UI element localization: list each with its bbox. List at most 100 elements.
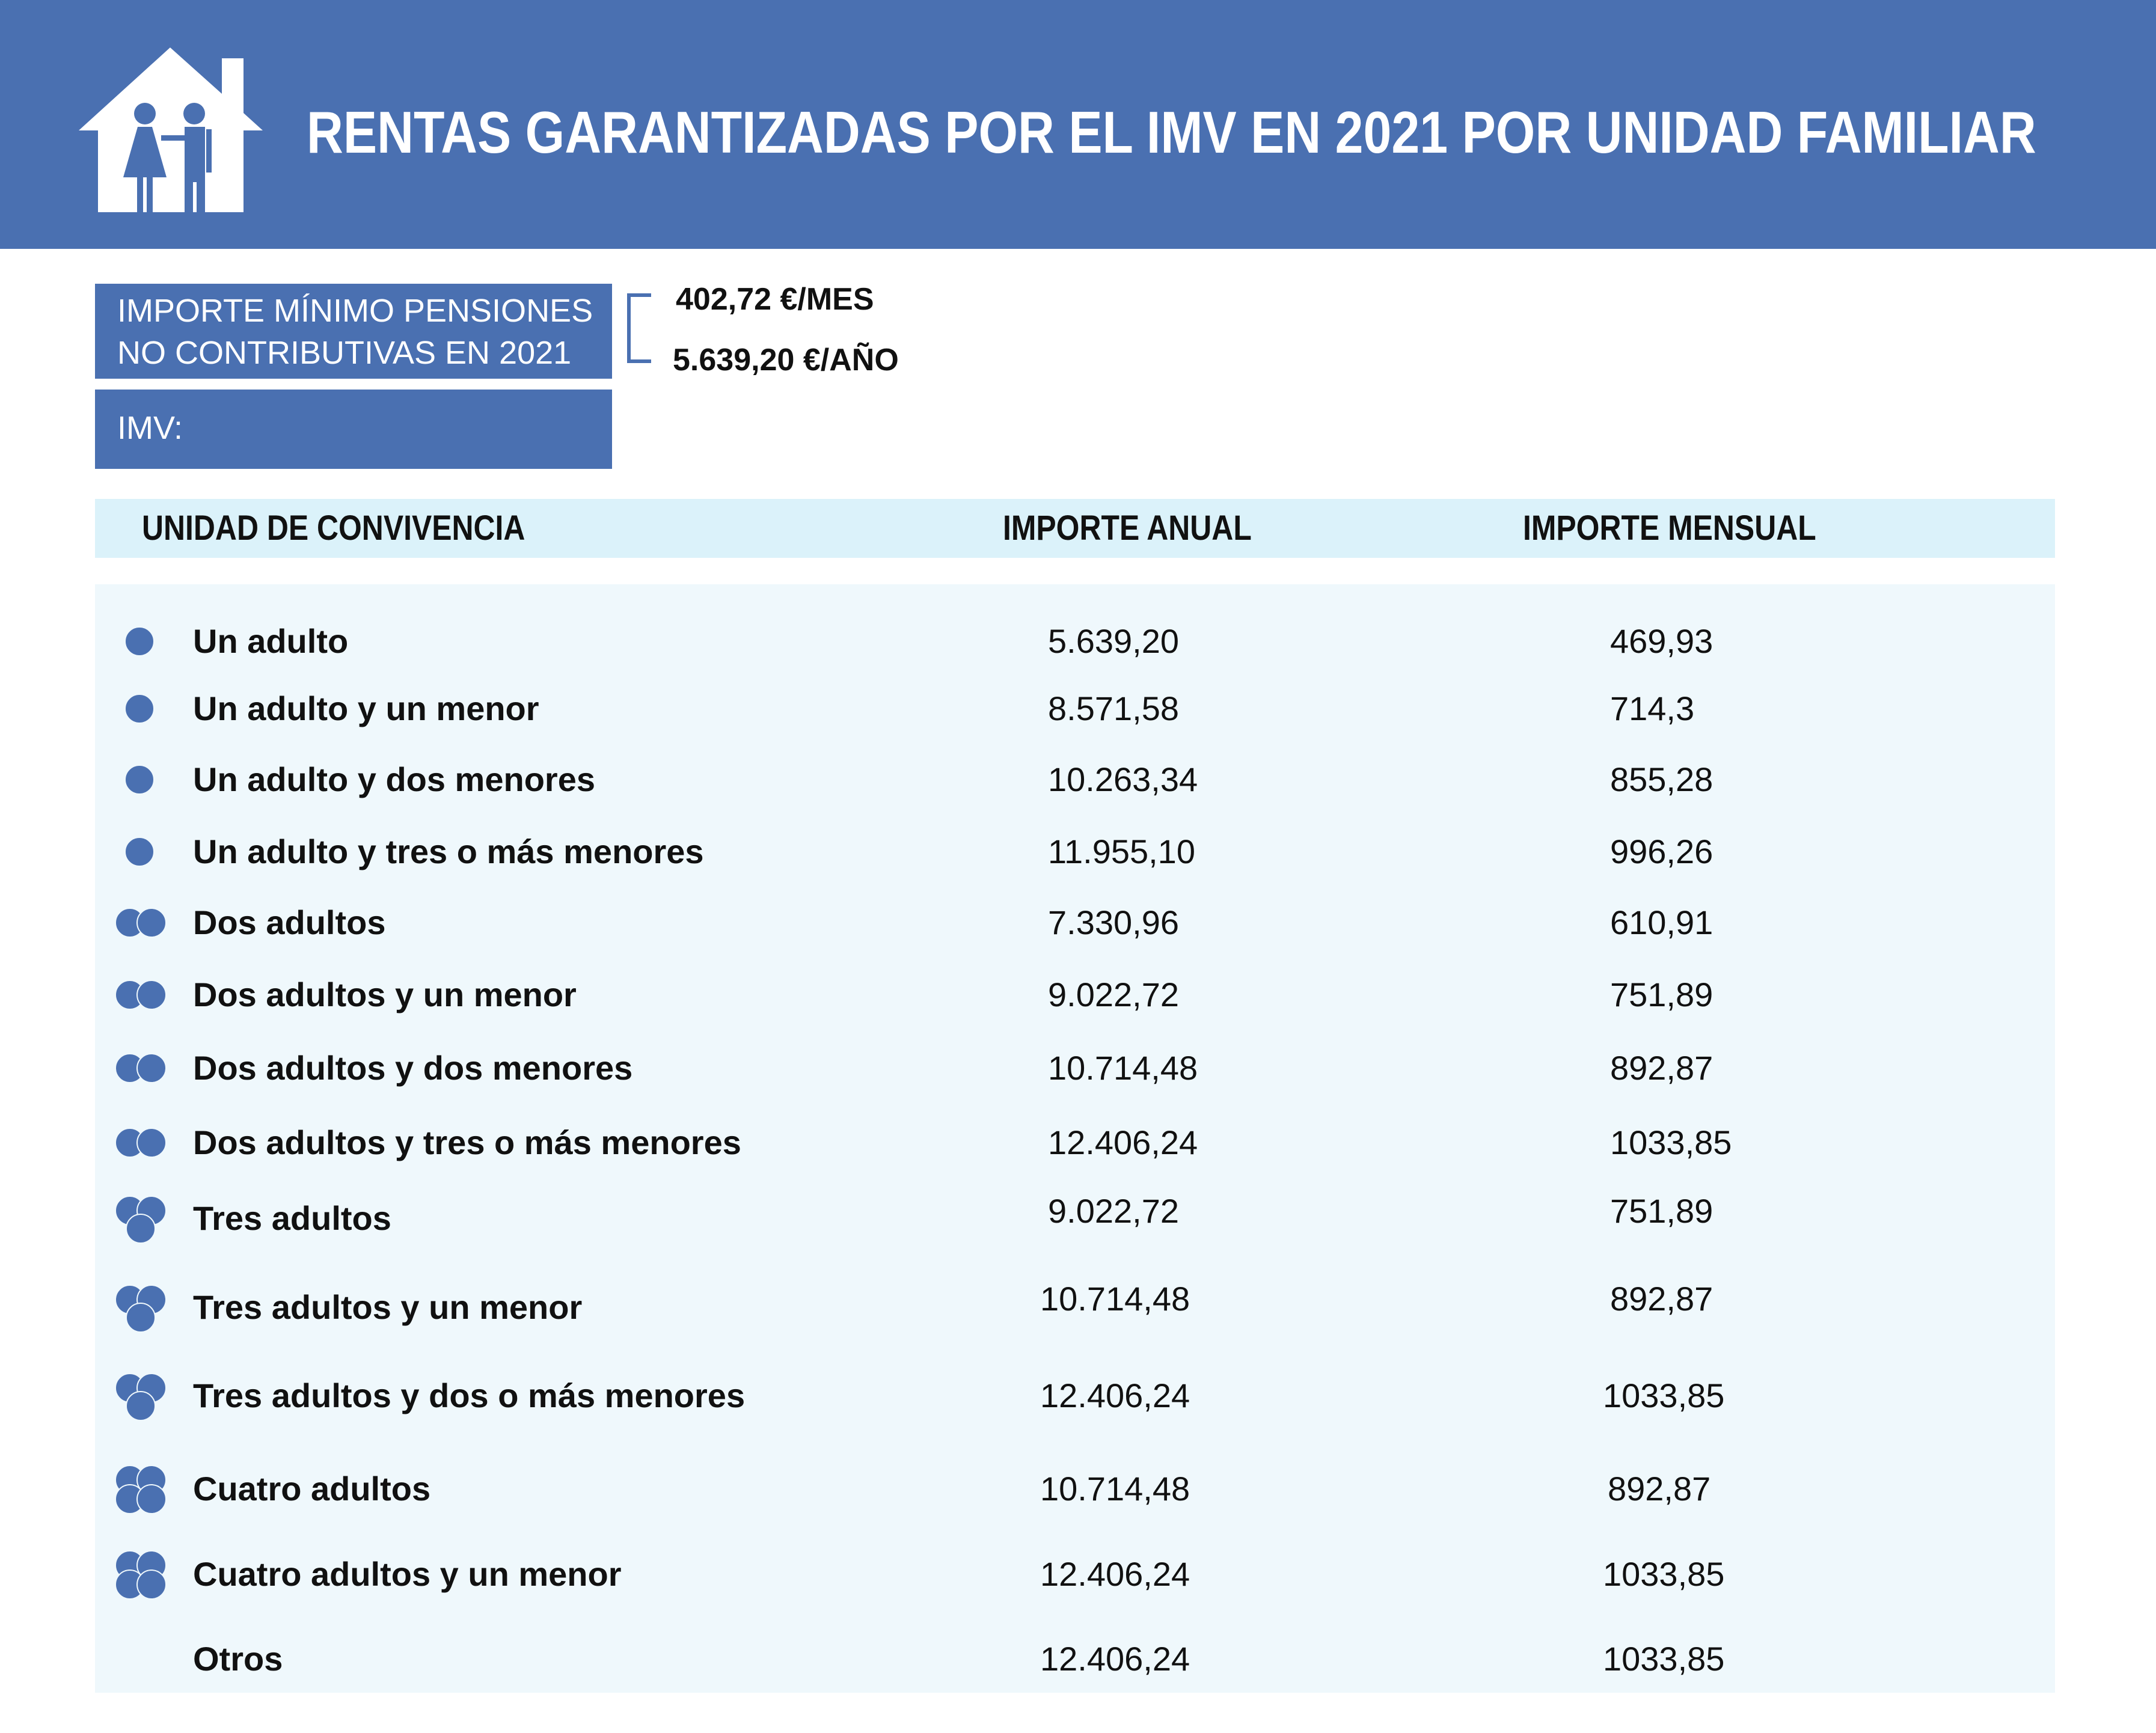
row-label: Otros [193,1640,283,1678]
row-annual: 9.022,72 [1048,1192,1179,1230]
header-unit: UNIDAD DE CONVIVENCIA [142,509,525,548]
table-body: Un adulto 5.639,20 469,93 Un adulto y un… [95,584,2055,1693]
table-row: Dos adultos 7.330,96 610,91 [95,896,2055,950]
row-label: Cuatro adultos [193,1470,431,1508]
adult-dot [126,1391,156,1421]
adult-dots-icon [114,753,174,807]
row-monthly: 1033,85 [1610,1123,1732,1161]
adult-dots-icon [114,968,174,1022]
row-annual: 12.406,24 [1040,1377,1190,1414]
adult-dot [124,694,155,724]
adult-dots-icon [114,1632,174,1686]
row-label: Un adulto y tres o más menores [193,833,704,870]
adult-dot [136,1053,167,1083]
adult-dot [126,1303,156,1333]
adult-dots-icon [114,1369,174,1423]
table-row: Cuatro adultos y un menor 12.406,24 1033… [95,1547,2055,1601]
row-monthly: 1033,85 [1603,1555,1725,1593]
table-row: Dos adultos y dos menores 10.714,48 892,… [95,1041,2055,1095]
adult-dots-svg [124,694,155,724]
adult-dot [124,837,155,867]
row-annual: 8.571,58 [1048,689,1179,727]
row-label: Un adulto [193,622,349,660]
row-monthly: 892,87 [1610,1280,1713,1318]
adult-dot [124,765,155,795]
adult-dot [136,908,167,938]
row-monthly: 892,87 [1610,1049,1713,1087]
adult-dots-icon [114,1041,174,1095]
table-row: Dos adultos y tres o más menores 12.406,… [95,1116,2055,1170]
row-label: Un adulto y dos menores [193,760,595,798]
row-monthly: 610,91 [1610,903,1713,941]
row-label: Tres adultos y un menor [193,1288,583,1326]
adult-dot [136,1569,167,1600]
page-title: RENTAS GARANTIZADAS POR EL IMV EN 2021 P… [307,99,2036,165]
row-monthly: 469,93 [1610,622,1713,660]
table-row: Tres adultos y dos o más menores 12.406,… [95,1369,2055,1423]
pension-label-box: IMPORTE MÍNIMO PENSIONES NO CONTRIBUTIVA… [95,284,612,379]
adult-dots-svg [115,1285,167,1333]
header-monthly: IMPORTE MENSUAL [1523,509,1816,548]
row-annual: 9.022,72 [1048,976,1179,1013]
row-label: Tres adultos [193,1199,391,1237]
row-annual: 12.406,24 [1040,1555,1190,1593]
row-annual: 10.714,48 [1040,1470,1190,1508]
table-row: Dos adultos y un menor 9.022,72 751,89 [95,968,2055,1022]
adult-dot [136,980,167,1010]
table-row: Otros 12.406,24 1033,85 [95,1632,2055,1686]
adult-dots-svg [115,1196,167,1244]
row-monthly: 751,89 [1610,1192,1713,1230]
row-annual: 10.714,48 [1040,1280,1190,1318]
row-annual: 12.406,24 [1048,1123,1198,1161]
pension-label-line2: NO CONTRIBUTIVAS EN 2021 [117,335,572,371]
row-label: Un adulto y un menor [193,689,539,727]
row-annual: 11.955,10 [1048,833,1195,870]
adult-dots-icon [114,614,174,668]
adult-dot [124,626,155,656]
row-label: Dos adultos y un menor [193,976,577,1013]
table-row: Tres adultos y un menor 10.714,48 892,87 [95,1280,2055,1334]
adult-dots-svg [124,765,155,795]
header-annual: IMPORTE ANUAL [1003,509,1252,548]
table-row: Un adulto 5.639,20 469,93 [95,614,2055,668]
adult-dot [136,1484,167,1514]
row-annual: 7.330,96 [1048,903,1179,941]
adult-dot [126,1214,156,1244]
adult-dots-icon [114,1462,174,1516]
adult-dots-icon [114,1191,174,1245]
adult-dots-icon [114,896,174,950]
row-monthly: 714,3 [1610,689,1695,727]
adult-dots-svg [115,1373,167,1421]
row-monthly: 751,89 [1610,976,1713,1013]
table-header: UNIDAD DE CONVIVENCIA IMPORTE ANUAL IMPO… [95,499,2055,558]
imv-label-box: IMV: [95,390,612,469]
row-monthly: 1033,85 [1603,1640,1725,1678]
adult-dots-svg [115,1550,167,1600]
adult-dots-svg [115,1053,167,1083]
pension-label-line1: IMPORTE MÍNIMO PENSIONES [117,293,593,329]
row-label: Dos adultos y dos menores [193,1049,633,1087]
row-monthly: 892,87 [1608,1470,1711,1508]
adult-dots-svg [124,837,155,867]
row-annual: 5.639,20 [1048,622,1179,660]
table-row: Un adulto y un menor 8.571,58 714,3 [95,682,2055,736]
pension-yearly-amount: 5.639,20 €/AÑO [673,343,899,377]
adult-dots-icon [114,1280,174,1334]
adult-dots-icon [114,1116,174,1170]
adult-dots-svg [115,908,167,938]
adult-dots-icon [114,682,174,736]
row-monthly: 855,28 [1610,760,1713,798]
row-annual: 10.714,48 [1048,1049,1198,1087]
table-row: Cuatro adultos 10.714,48 892,87 [95,1462,2055,1516]
row-label: Cuatro adultos y un menor [193,1555,622,1593]
adult-dot [136,1128,167,1158]
house-family-icon [79,47,263,212]
row-annual: 12.406,24 [1040,1640,1190,1678]
table-row: Un adulto y tres o más menores 11.955,10… [95,825,2055,879]
adult-dots-svg [124,626,155,656]
adult-dots-icon [114,825,174,879]
row-label: Tres adultos y dos o más menores [193,1377,746,1414]
adult-dots-icon [114,1547,174,1601]
row-monthly: 1033,85 [1603,1377,1725,1414]
page-header: RENTAS GARANTIZADAS POR EL IMV EN 2021 P… [0,0,2156,249]
